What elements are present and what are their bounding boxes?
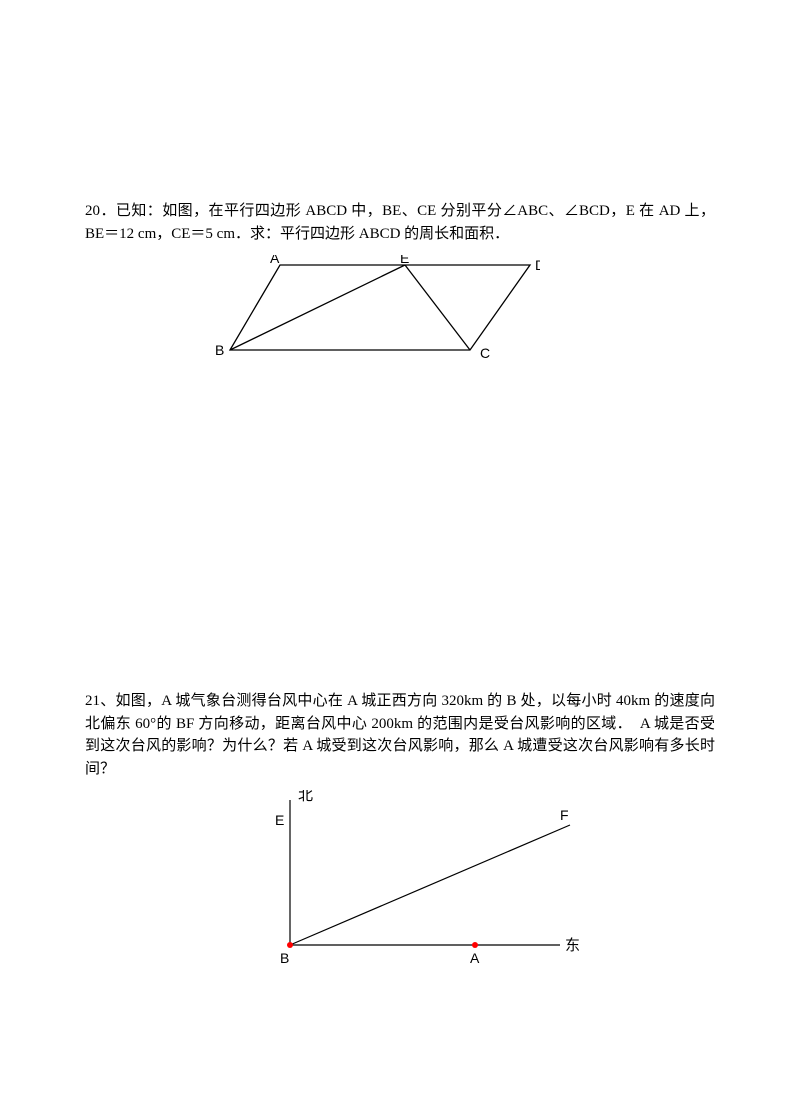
problem-21-diagram: 北东 E F B A	[260, 790, 590, 975]
svg-text:A: A	[470, 950, 480, 966]
problem-21-text: 21、如图，A 城气象台测得台风中心在 A 城正西方向 320km 的 B 处，…	[85, 360, 715, 780]
svg-text:F: F	[560, 807, 569, 823]
svg-text:B: B	[215, 342, 224, 358]
problem-20-text: 20．已知：如图，在平行四边形 ABCD 中，BE、CE 分别平分∠ABC、∠B…	[85, 0, 715, 245]
svg-text:E: E	[400, 255, 409, 266]
svg-text:E: E	[275, 812, 284, 828]
svg-text:D: D	[535, 257, 540, 273]
svg-text:B: B	[280, 950, 289, 966]
svg-text:A: A	[270, 255, 280, 266]
svg-text:东: 东	[565, 937, 580, 954]
problem-20-diagram: A E D B C	[210, 255, 540, 360]
svg-text:C: C	[480, 345, 490, 360]
svg-text:北: 北	[298, 790, 313, 804]
